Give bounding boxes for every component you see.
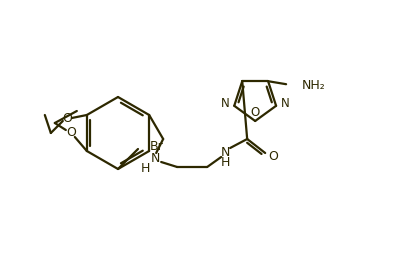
Text: O: O (62, 113, 72, 125)
Text: H: H (220, 156, 230, 169)
Text: N: N (221, 97, 229, 110)
Text: NH₂: NH₂ (302, 79, 326, 92)
Text: Br: Br (150, 140, 164, 154)
Text: N: N (281, 97, 290, 110)
Text: H: H (141, 163, 150, 175)
Text: O: O (250, 107, 260, 119)
Text: O: O (268, 149, 278, 163)
Text: O: O (66, 127, 76, 139)
Text: N: N (220, 146, 230, 159)
Text: N: N (150, 153, 160, 165)
